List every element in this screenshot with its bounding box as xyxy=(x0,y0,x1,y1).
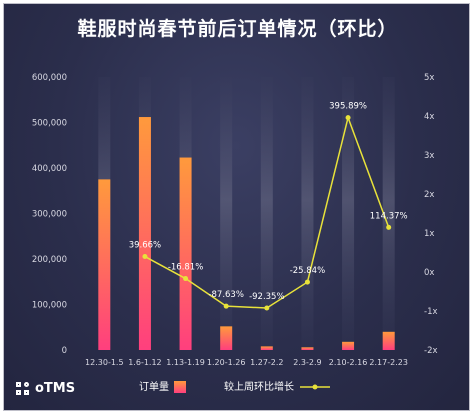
growth-label: 114.37% xyxy=(370,211,408,221)
right-axis-tick: -1x xyxy=(424,307,438,317)
right-axis-tick: 5x xyxy=(424,73,434,83)
growth-point xyxy=(183,276,189,282)
right-axis-tick: 1x xyxy=(424,229,434,239)
right-axis-tick: -2x xyxy=(424,346,438,356)
right-axis-tick: 3x xyxy=(424,151,434,161)
bar-track xyxy=(301,77,314,350)
chart-svg: 0 100,000 200,000 300,000 400,000 500,000 600,… xyxy=(32,73,438,393)
legend-line-label: 较上周环比增长 xyxy=(224,380,294,393)
x-tick-label: 2.3-2.9 xyxy=(293,358,321,367)
x-tick-label: 2.17-2.23 xyxy=(369,358,408,367)
otms-logo-icon xyxy=(16,381,30,396)
order-bar xyxy=(382,331,395,350)
growth-label: -25.84% xyxy=(290,266,325,276)
order-bar xyxy=(260,346,273,350)
growth-point xyxy=(304,279,310,285)
growth-label: 39.66% xyxy=(129,241,161,251)
growth-label: -92.35% xyxy=(249,292,284,302)
growth-label: 395.89% xyxy=(329,102,367,112)
x-tick-label: 2.10-2.16 xyxy=(329,358,368,367)
growth-point xyxy=(142,254,148,260)
order-bar xyxy=(301,347,314,350)
order-bar xyxy=(342,341,355,350)
x-tick-label: 1.6-1.12 xyxy=(128,358,161,367)
legend-bar-swatch xyxy=(174,381,186,393)
chart-panel: 鞋服时尚春节前后订单情况（环比） 0 100,000 200,000 300,000 4… xyxy=(3,3,470,411)
bar-track xyxy=(220,77,233,350)
order-bar xyxy=(98,179,111,350)
x-tick-label: 1.27-2.2 xyxy=(250,358,283,367)
left-axis-tick: 200,000 xyxy=(32,255,67,265)
x-tick-label: 12.30-1.5 xyxy=(85,358,124,367)
growth-label: -87.63% xyxy=(208,290,243,300)
otms-logo: oTMS xyxy=(16,381,75,396)
bar-track xyxy=(342,77,355,350)
bar-track xyxy=(382,77,395,350)
bar-track xyxy=(260,77,273,350)
left-axis-tick: 0 xyxy=(62,346,67,356)
order-bar xyxy=(138,117,151,350)
right-axis-tick: 2x xyxy=(424,190,434,200)
left-axis-tick: 300,000 xyxy=(32,210,67,220)
chart-title: 鞋服时尚春节前后订单情况（环比） xyxy=(77,18,398,40)
x-tick-label: 1.13-1.19 xyxy=(166,358,205,367)
order-bar xyxy=(220,326,233,350)
order-bar xyxy=(179,157,192,350)
growth-point xyxy=(345,115,351,121)
right-axis-tick: 0x xyxy=(424,268,434,278)
left-axis-tick: 600,000 xyxy=(32,73,67,83)
legend-line-dot xyxy=(312,384,318,390)
right-axis-tick: 4x xyxy=(424,112,434,122)
growth-point xyxy=(264,305,270,311)
growth-label: -16.81% xyxy=(168,263,203,273)
otms-logo-text: oTMS xyxy=(35,381,76,396)
left-axis-tick: 400,000 xyxy=(32,164,67,174)
legend-bar-label: 订单量 xyxy=(139,381,169,393)
growth-point xyxy=(223,303,229,309)
left-axis-tick: 500,000 xyxy=(32,119,67,129)
growth-point xyxy=(386,224,392,230)
x-tick-label: 1.20-1.26 xyxy=(207,358,246,367)
left-axis-tick: 100,000 xyxy=(32,301,67,311)
